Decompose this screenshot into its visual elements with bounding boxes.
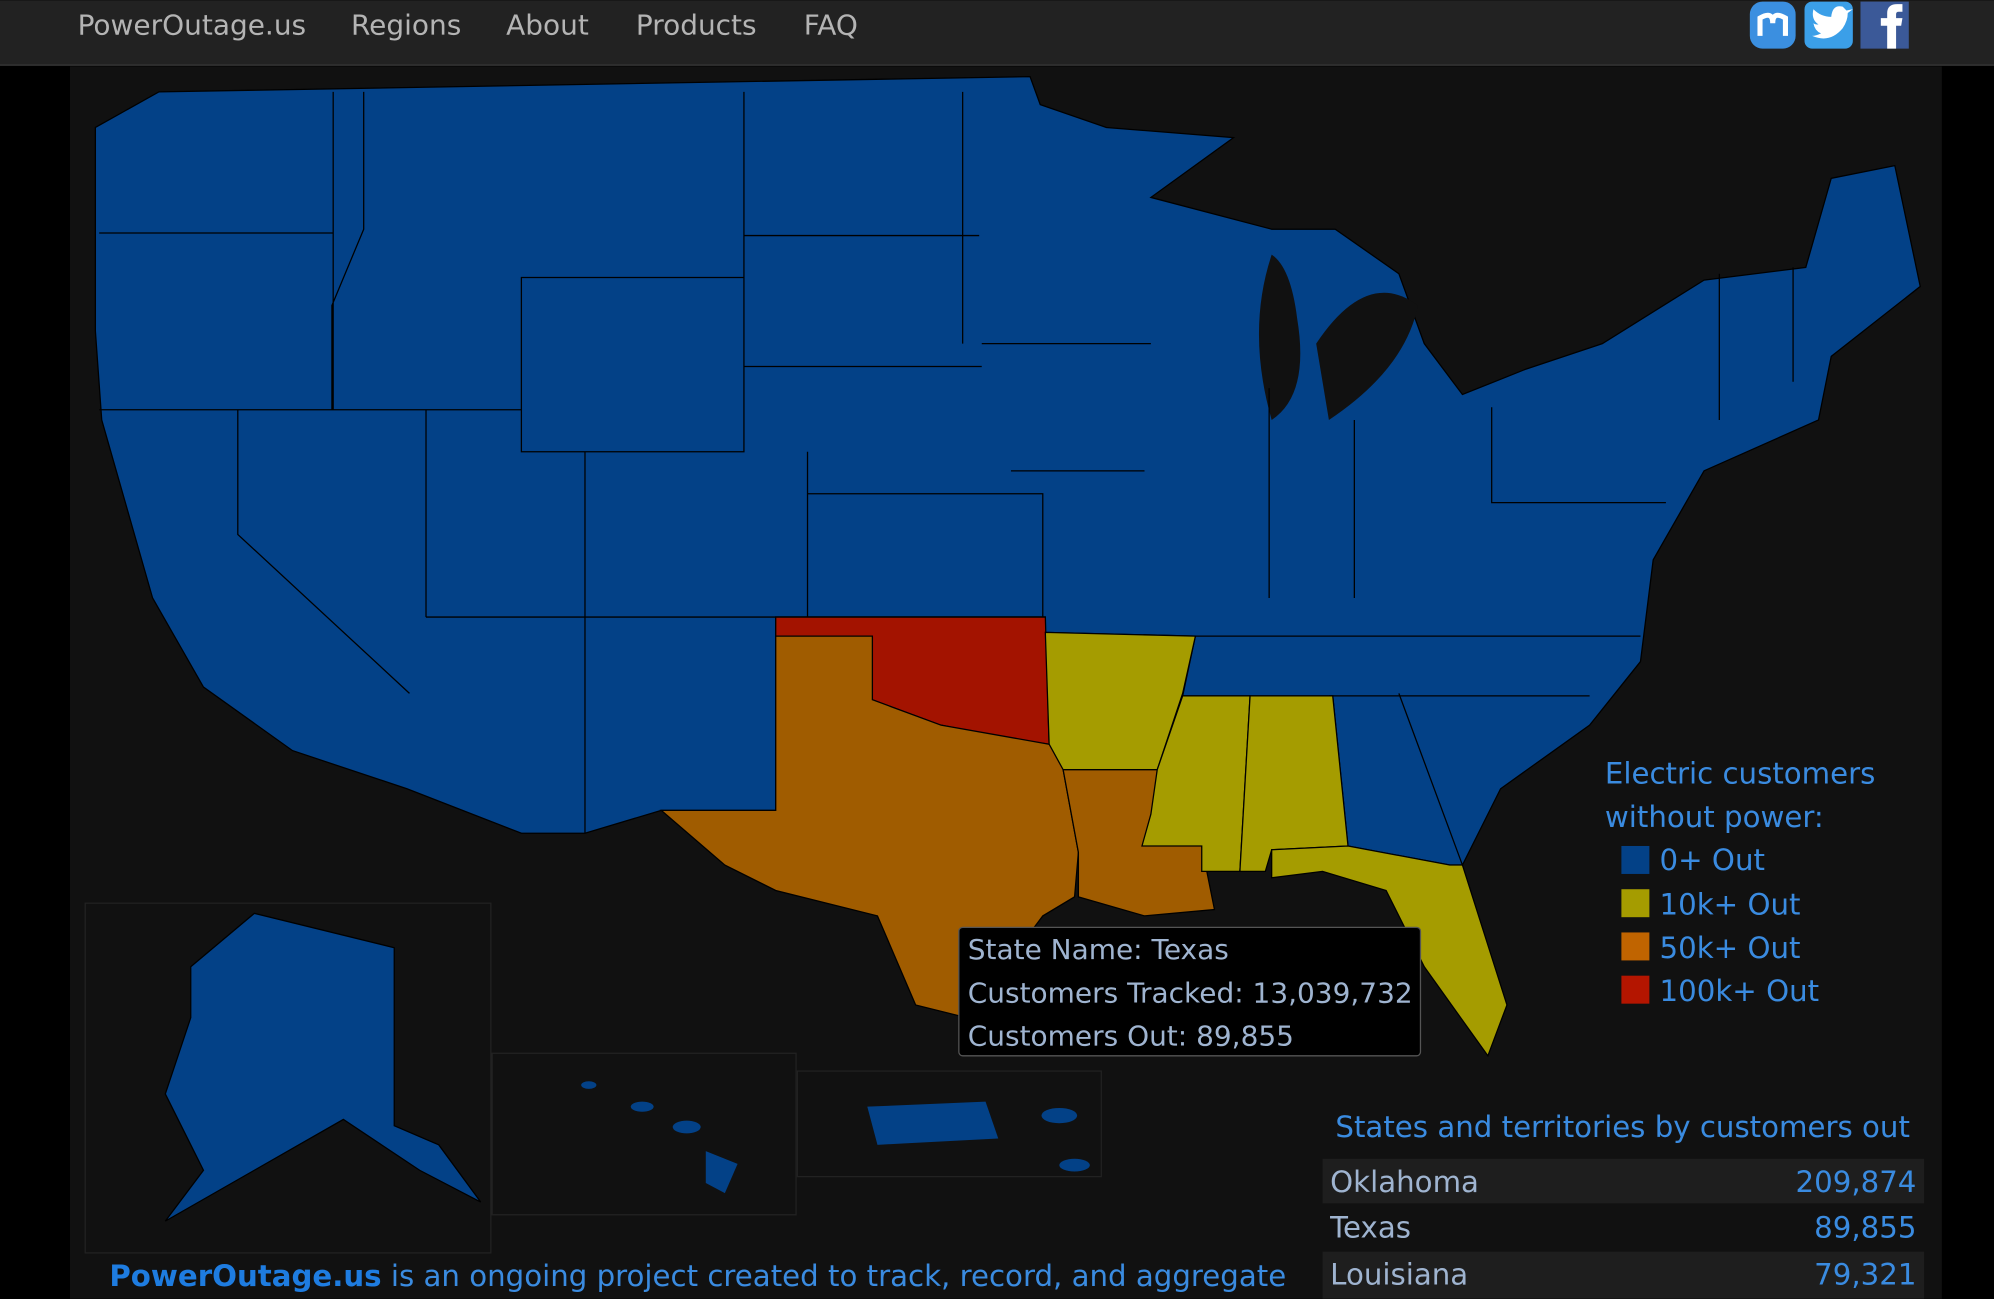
table-state[interactable]: Oklahoma [1330,1165,1479,1199]
nav-link[interactable]: Products [636,9,757,42]
legend-swatch [1621,975,1650,1004]
nav-link[interactable]: FAQ [804,9,858,42]
navbar [0,0,1994,66]
table-value: 89,855 [1814,1211,1916,1245]
table-row-bg [1322,1251,1925,1299]
state-hawaii[interactable] [581,1081,738,1194]
tooltip-line: Customers Out: 89,855 [968,1020,1294,1053]
table-value: 209,874 [1796,1165,1917,1199]
legend-title: Electric customers [1605,757,1876,791]
mastodon-icon[interactable] [1749,1,1796,49]
state-texas[interactable] [659,635,1080,1019]
state-borders [99,91,1794,866]
hawaii-inset [491,1052,797,1216]
footer-brand[interactable]: PowerOutage.us [109,1259,381,1293]
legend-item: 10k+ Out [1660,888,1801,922]
state-alaska[interactable] [164,912,482,1222]
legend-swatch [1621,889,1650,918]
table-title: States and territories by customers out [1335,1110,1910,1144]
table-row-bg [1322,1158,1925,1204]
legend-item: 100k+ Out [1660,974,1820,1008]
pr-inset [796,1070,1102,1178]
legend-swatch [1621,932,1650,961]
us-map [84,75,1921,1254]
great-lakes [1258,254,1418,420]
footer-text: PowerOutage.us is an ongoing project cre… [109,1259,1286,1293]
legend-item: 50k+ Out [1660,931,1801,965]
table-value: 79,321 [1814,1258,1916,1292]
state-florida[interactable] [1271,845,1508,1058]
tooltip-line: Customers Tracked: 13,039,732 [968,976,1413,1009]
twitter-icon[interactable] [1804,1,1853,49]
nav-link[interactable]: Regions [351,9,461,42]
table-state[interactable]: Louisiana [1330,1258,1468,1292]
legend-item: 0+ Out [1660,843,1765,877]
states-0-plus[interactable] [94,75,1921,866]
tooltip-line: State Name: Texas [968,933,1229,966]
table-state[interactable]: Texas [1329,1211,1411,1245]
footer-body: is an ongoing project created to track, … [382,1259,1287,1293]
brand-link[interactable]: PowerOutage.us [78,9,307,42]
tooltip [958,926,1422,1057]
puerto-rico[interactable] [867,1101,1090,1172]
facebook-icon[interactable] [1860,1,1909,49]
legend-title: without power: [1605,800,1824,834]
legend-swatch [1621,845,1650,874]
alaska-inset [84,902,492,1254]
state-alabama[interactable] [1239,695,1349,873]
nav-link[interactable]: About [506,9,589,42]
